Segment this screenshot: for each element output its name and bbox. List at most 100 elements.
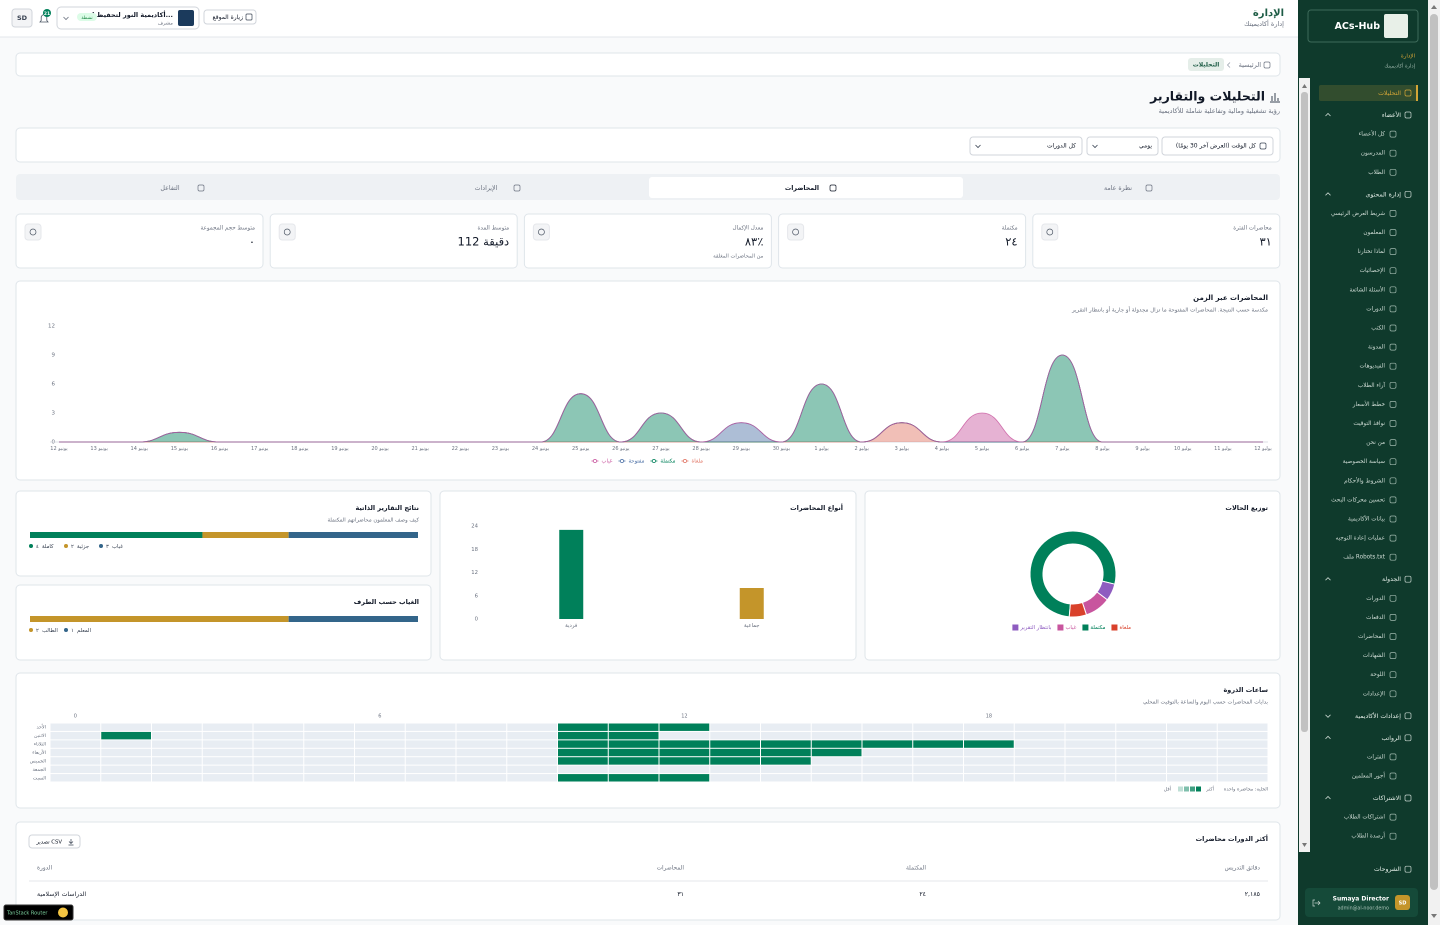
icon: [1389, 149, 1397, 157]
heatmap-cell: [862, 748, 913, 757]
nav-sub-item[interactable]: أرصدة الطلاب: [1351, 832, 1385, 840]
nav-sub-item[interactable]: نوافذ التوقيت: [1353, 421, 1385, 427]
icon: [829, 184, 837, 192]
logout-icon[interactable]: [1312, 899, 1321, 907]
y-tick-label: 6: [52, 382, 56, 388]
nav-sub-item[interactable]: الفترات: [1367, 754, 1385, 760]
nav-sub-item[interactable]: الدفعات: [1366, 615, 1385, 621]
heatmap-cell: [50, 731, 101, 740]
heatmap-cell: [304, 748, 354, 757]
nav-sub-item[interactable]: أجور المعلمين: [1352, 772, 1386, 780]
tab[interactable]: نظرة عامة: [1104, 185, 1132, 192]
export-button[interactable]: [28, 834, 81, 849]
nav-item[interactable]: التحليلات: [1378, 90, 1401, 97]
card: [15, 280, 1281, 481]
icon: [1389, 515, 1397, 523]
nav-sub-item[interactable]: من نحن: [1366, 440, 1385, 446]
nav-sub-item[interactable]: اشتراكات الطلاب: [1344, 814, 1386, 821]
sidebar-subtitle: إدارة أكاديميتك: [1384, 63, 1415, 70]
heatmap-cell: [507, 731, 557, 740]
period-filter[interactable]: [1161, 136, 1274, 156]
y-tick-label: 3: [52, 411, 56, 417]
heatmap-cell: [253, 774, 304, 782]
visit-site-text: زيارة الموقع: [213, 14, 244, 21]
nav-item[interactable]: إعدادات الأكاديمية: [1355, 712, 1401, 720]
nav-item[interactable]: إدارة المحتوى: [1366, 191, 1402, 198]
heatmap-cell: [50, 723, 101, 731]
heatmap-cell: [304, 740, 354, 748]
y-tick-label: 0: [475, 617, 479, 623]
nav-sub-item[interactable]: تحسين محركات البحث: [1331, 496, 1385, 503]
user-box[interactable]: [1305, 888, 1418, 917]
kpi-note: من المحاضرات المغلقة: [713, 254, 763, 260]
nav-sub-item[interactable]: المحاضرات: [1358, 634, 1385, 640]
nav-sub-item[interactable]: اللوحة: [1370, 672, 1385, 678]
nav-item[interactable]: الجدولة: [1382, 576, 1401, 583]
nav-item[interactable]: الشروحات: [1374, 866, 1401, 873]
stacked-segment: [202, 532, 289, 538]
heatmap-cell: [1167, 748, 1217, 757]
heatmap-cell: [101, 748, 151, 757]
x-tick-label: 2 يوليو: [854, 446, 869, 452]
nav-active-indicator: [1416, 85, 1418, 101]
nav-sub-item[interactable]: الإعدادات: [1363, 691, 1386, 697]
nav-item[interactable]: الاشتراكات: [1373, 795, 1401, 802]
legend-swatch: [1082, 624, 1089, 631]
icon: [1404, 865, 1412, 873]
nav-sub-item[interactable]: لماذا تختارنا: [1358, 249, 1386, 255]
heatmap-cell: [405, 740, 456, 748]
heatmap-cell: [1014, 774, 1065, 782]
nav-sub-item[interactable]: المعلمون: [1363, 230, 1385, 236]
nav-sub-item[interactable]: شريط العرض الرئيسي: [1331, 211, 1385, 217]
nav-sub-item[interactable]: كل الأعضاء: [1359, 130, 1386, 138]
nav-item[interactable]: الرواتب: [1381, 735, 1401, 742]
heatmap-cell: [1217, 765, 1268, 774]
x-tick-label: جماعية: [744, 623, 760, 629]
nav-sub-item[interactable]: الدورات: [1366, 306, 1385, 312]
nav-sub-item[interactable]: ملف Robots.txt: [1343, 555, 1385, 561]
tab[interactable]: التفاعل: [160, 185, 179, 192]
nav-sub-item[interactable]: المدونة: [1368, 345, 1385, 351]
heatmap-cell: [1116, 765, 1166, 774]
card: [15, 821, 1281, 921]
nav-sub-item[interactable]: عمليات إعادة التوجيه: [1336, 536, 1385, 542]
nav-sub-item[interactable]: بيانات الأكاديمية: [1348, 515, 1385, 523]
heatmap-legend-note: الخلية: محاضرة واحدة: [1224, 787, 1268, 793]
tab[interactable]: الإيرادات: [475, 185, 498, 192]
card: [864, 490, 1281, 661]
legend-label: غياب: [601, 459, 612, 465]
nav-sub-item[interactable]: الطلاب: [1368, 170, 1385, 176]
nav-item[interactable]: الأعضاء: [1382, 111, 1401, 119]
nav-sub-item[interactable]: الأسئلة الشائعة: [1349, 285, 1385, 293]
nav-sub-item[interactable]: الشهادات: [1363, 653, 1386, 659]
chevron: [1325, 714, 1331, 718]
icon: [1389, 401, 1397, 408]
visit-site-button[interactable]: [203, 9, 257, 25]
nav-sub-item[interactable]: سياسة الخصوصية: [1343, 459, 1386, 465]
heatmap-cell: [761, 731, 811, 740]
table-header: الدورة: [37, 866, 52, 872]
granularity-filter[interactable]: [1086, 136, 1159, 156]
x-tick-label: 18: [986, 714, 992, 720]
nav-sub-item[interactable]: خطط الأسعار: [1352, 400, 1386, 408]
avatar[interactable]: [11, 8, 33, 28]
academy-selector[interactable]: [56, 6, 200, 30]
tab[interactable]: المحاضرات: [785, 185, 819, 192]
course-filter[interactable]: [969, 136, 1083, 156]
legend-label: جزئية: [77, 544, 89, 550]
devtools-badge[interactable]: [3, 904, 74, 921]
nav-sub-item[interactable]: الدورات: [1366, 596, 1385, 602]
breadcrumb-home[interactable]: الرئيسية: [1239, 61, 1262, 69]
nav-sub-item[interactable]: الشروط والأحكام: [1344, 476, 1385, 484]
nav-sub-item[interactable]: آراء الطلاب: [1358, 381, 1386, 389]
nav-sub-item[interactable]: المدرسون: [1361, 151, 1386, 157]
nav-sub-item[interactable]: الكتب: [1371, 325, 1385, 332]
x-tick-label: 23 يونيو: [492, 446, 510, 452]
heatmap-cell: [862, 774, 913, 782]
y-tick-label: السبت: [33, 775, 46, 781]
nav-sub-item[interactable]: الفيديوهات: [1360, 364, 1386, 370]
x-tick-label: 21 يونيو: [411, 446, 429, 452]
chart-title: نتائج التقارير الذاتية: [355, 504, 419, 512]
nav-sub-item[interactable]: الإحصائيات: [1360, 268, 1386, 274]
kpi-icon: [278, 223, 296, 241]
